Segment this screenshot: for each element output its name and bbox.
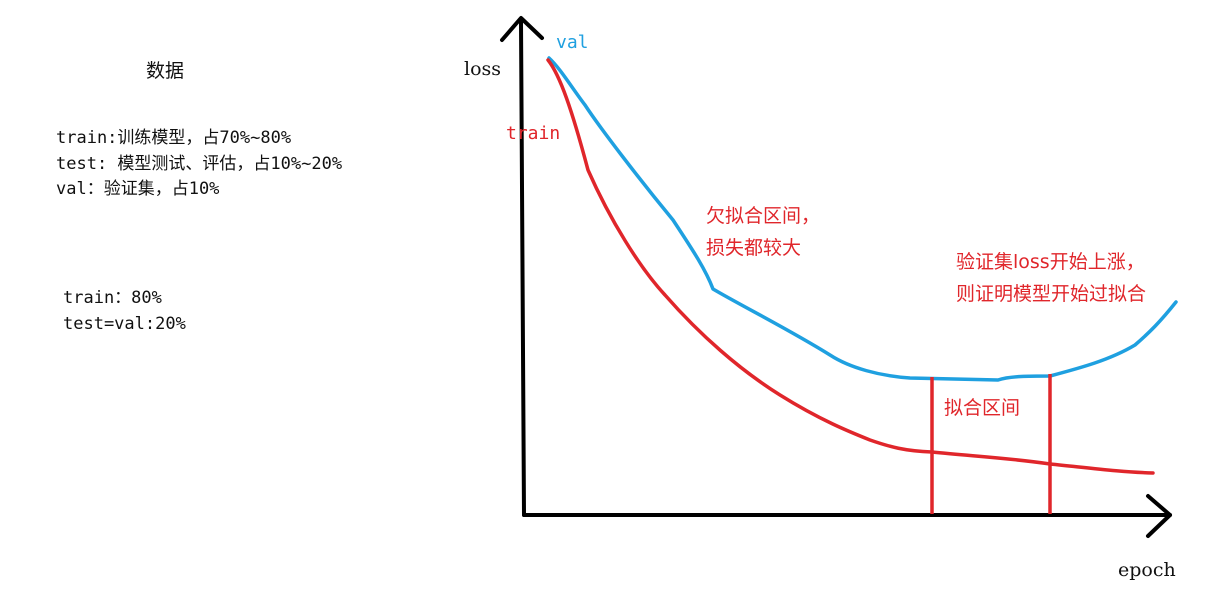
train-series-label: train — [506, 123, 560, 144]
y-axis-arrowhead — [500, 16, 544, 42]
note-test-val-share: test=val:20% — [63, 313, 186, 334]
note-test-line: test: 模型测试、评估，占10%~20% — [56, 153, 343, 174]
notes-block-split-ratios: train:训练模型，占70%~80% test: 模型测试、评估，占10%~2… — [56, 126, 342, 203]
notes-block-chosen-split: train：80% test=val:20% — [63, 286, 186, 337]
axes — [500, 16, 1172, 538]
y-axis-label: loss — [464, 58, 501, 80]
note-train-share: train：80% — [63, 288, 162, 308]
y-axis-line — [519, 20, 526, 517]
overfit-annotation-line-1: 验证集loss开始上涨， — [956, 251, 1145, 273]
val-loss-curve — [547, 56, 1178, 382]
underfit-annotation-line-2: 损失都较大 — [706, 237, 801, 259]
note-val-line: val：验证集，占10% — [56, 179, 220, 199]
note-train-line: train:训练模型，占70%~80% — [56, 128, 292, 148]
train-loss-curve — [546, 58, 1155, 475]
overfit-annotation-line-2: 则证明模型开始过拟合 — [956, 283, 1146, 305]
fit-range-label: 拟合区间 — [944, 397, 1020, 419]
val-series-label: val — [556, 32, 589, 53]
x-axis-label: epoch — [1118, 559, 1176, 581]
notes-title: 数据 — [146, 60, 185, 82]
underfit-annotation-line-1: 欠拟合区间， — [706, 205, 820, 227]
x-axis-arrowhead — [1146, 494, 1172, 538]
